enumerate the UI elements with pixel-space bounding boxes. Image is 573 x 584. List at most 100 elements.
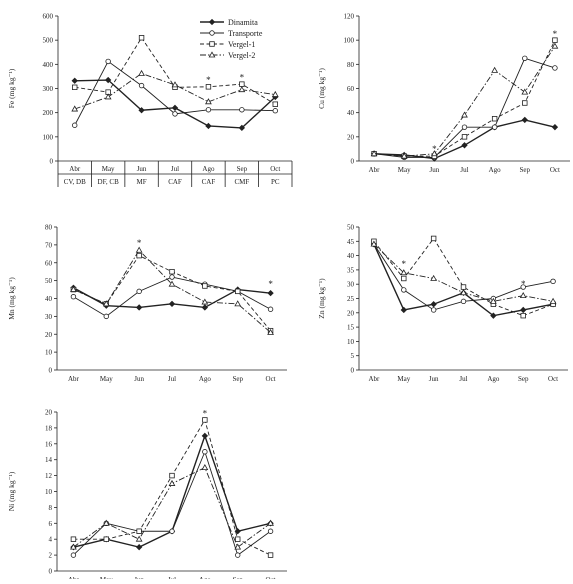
data-point bbox=[234, 528, 241, 535]
y-tick-label: 10 bbox=[45, 488, 53, 496]
data-point bbox=[171, 81, 179, 88]
data-point bbox=[490, 312, 497, 319]
x-tick-label: May bbox=[398, 166, 411, 174]
data-point bbox=[105, 58, 111, 65]
significance-asterisk: * bbox=[432, 144, 437, 154]
y-tick-label: 6 bbox=[49, 520, 53, 528]
x-tick-label: Oct bbox=[550, 166, 560, 174]
data-point bbox=[70, 285, 77, 292]
legend-label: Transporte bbox=[228, 29, 263, 38]
y-tick-label: 100 bbox=[344, 37, 355, 45]
data-point bbox=[138, 82, 145, 89]
y-tick-label: 40 bbox=[45, 295, 53, 303]
y-tick-label: 40 bbox=[347, 252, 355, 260]
chart-panel-4: 0 5 10 15 20 25 30 35 40 45 50 Zn (mg kg⁻¹) Abr May Ju… bbox=[317, 224, 568, 383]
legend-label: Vergel-1 bbox=[228, 40, 255, 49]
data-point bbox=[171, 104, 179, 111]
x-tick-label: Ago bbox=[489, 166, 502, 174]
x-tick-label: Jun bbox=[134, 375, 144, 383]
data-point bbox=[430, 307, 437, 313]
x-tick-label: May bbox=[100, 375, 113, 383]
data-point bbox=[551, 42, 559, 49]
legend-label: Vergel-2 bbox=[228, 51, 255, 60]
series-vergel-1 bbox=[70, 252, 274, 334]
data-point bbox=[430, 150, 438, 157]
series-line bbox=[74, 73, 276, 110]
x-tick-label: Oct bbox=[266, 375, 276, 383]
series-dinamita bbox=[71, 76, 279, 132]
data-point bbox=[70, 552, 77, 558]
data-point bbox=[550, 278, 556, 285]
data-point bbox=[267, 306, 274, 312]
x-tick-label: Abr bbox=[69, 165, 81, 173]
data-point bbox=[460, 284, 467, 290]
y-tick-label: 0 bbox=[49, 568, 53, 576]
data-point bbox=[70, 536, 77, 542]
y-tick-label: 50 bbox=[45, 277, 53, 285]
x-tick-label: Oct bbox=[548, 375, 558, 383]
y-tick-label: 0 bbox=[351, 158, 355, 166]
data-point bbox=[271, 90, 279, 97]
y-tick-label: 30 bbox=[45, 313, 53, 321]
data-point bbox=[135, 543, 143, 551]
series-transporte bbox=[371, 241, 556, 313]
chart-legend: Dinamita Transporte Vergel-1 Vergel-2 bbox=[200, 18, 263, 60]
y-tick-label: 10 bbox=[45, 349, 53, 357]
data-point bbox=[138, 35, 145, 41]
data-point bbox=[519, 292, 527, 299]
data-point bbox=[201, 464, 209, 471]
data-point bbox=[267, 289, 274, 297]
data-point bbox=[205, 84, 212, 90]
data-point bbox=[552, 65, 558, 71]
significance-asterisk: * bbox=[553, 29, 558, 39]
data-point bbox=[267, 552, 274, 558]
data-point bbox=[491, 66, 499, 73]
data-point bbox=[491, 124, 498, 130]
data-point bbox=[522, 55, 528, 61]
data-point bbox=[267, 528, 274, 534]
data-point bbox=[272, 101, 278, 107]
series-line bbox=[73, 418, 271, 556]
data-point bbox=[430, 301, 437, 308]
legend-swatch-marker bbox=[208, 51, 216, 58]
significance-asterisk: * bbox=[521, 279, 526, 289]
significance-asterisk: * bbox=[203, 409, 208, 419]
x-tick-label: Sep bbox=[237, 165, 248, 173]
chart-panel-1: 0 100 200 300 400 500 600 Fe (mg kg⁻¹) Abr May Jun… bbox=[7, 13, 293, 187]
data-point bbox=[520, 284, 526, 290]
y-tick-label: 80 bbox=[347, 61, 355, 69]
y-tick-label: 2 bbox=[49, 552, 53, 560]
data-point bbox=[103, 313, 109, 320]
x-tick-label: Sep bbox=[520, 166, 531, 174]
legend-label: Dinamita bbox=[228, 18, 258, 27]
y-tick-label: 20 bbox=[45, 409, 53, 417]
data-point bbox=[461, 142, 468, 149]
y-tick-label: 20 bbox=[347, 133, 355, 141]
data-point bbox=[238, 86, 246, 93]
data-point bbox=[370, 240, 378, 247]
significance-asterisk: * bbox=[268, 279, 273, 289]
data-point bbox=[72, 122, 78, 128]
data-point bbox=[520, 306, 527, 314]
series-vergel-2 bbox=[71, 69, 279, 112]
y-tick-label: 500 bbox=[43, 37, 54, 45]
y-tick-label: 0 bbox=[49, 367, 53, 375]
series-vergel-1 bbox=[371, 37, 558, 159]
series-transporte bbox=[70, 449, 274, 558]
legend-swatch-marker bbox=[209, 30, 215, 36]
series-line bbox=[373, 243, 554, 317]
data-point bbox=[135, 304, 143, 311]
data-point bbox=[400, 152, 408, 159]
significance-asterisk: * bbox=[402, 259, 407, 269]
data-point bbox=[235, 552, 241, 558]
series-vergel-1 bbox=[72, 35, 278, 107]
data-point bbox=[267, 328, 274, 335]
significance-asterisk: * bbox=[240, 73, 245, 83]
significance-asterisk: * bbox=[206, 75, 211, 85]
data-point bbox=[201, 432, 209, 440]
data-point bbox=[169, 274, 175, 280]
data-point bbox=[521, 88, 529, 95]
x-tick-label: Abr bbox=[368, 375, 380, 383]
